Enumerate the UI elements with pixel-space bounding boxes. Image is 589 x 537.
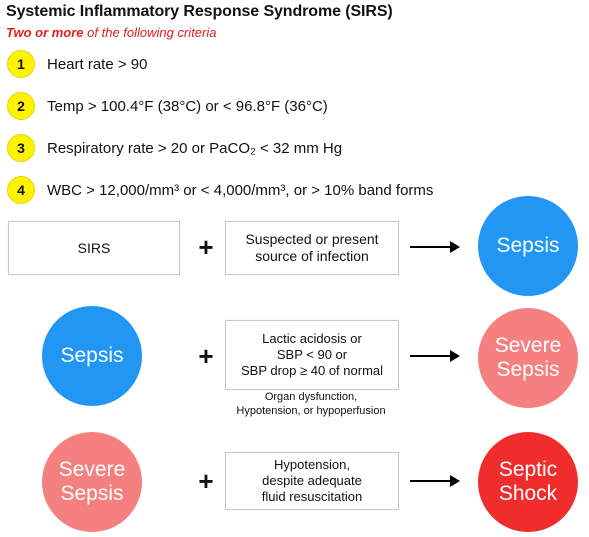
criterion-text: Heart rate > 90 [47, 55, 148, 73]
arrow-right-icon [410, 350, 460, 362]
note-line: Organ dysfunction, [264, 391, 358, 403]
hypotension-line: Hypotension, [274, 457, 350, 472]
sirs-label: SIRS [77, 239, 111, 256]
hypotension-line: fluid resuscitation [261, 489, 363, 504]
criterion-line: Lactic acidosis or [262, 331, 362, 346]
number-badge: 2 [7, 92, 35, 120]
sepsis-result-circle: Sepsis [478, 196, 578, 296]
number-badge: 1 [7, 50, 35, 78]
arrow-right-icon [410, 241, 460, 253]
subtitle-emphasis: Two or more [6, 25, 84, 40]
criterion-line: SBP drop ≥ 40 of normal [240, 363, 384, 378]
infection-line: source of infection [255, 248, 369, 264]
plus-sign: + [198, 466, 214, 496]
sepsis-result-label: Sepsis [496, 234, 560, 257]
result-line: Shock [498, 482, 558, 505]
criterion-2: 2 Temp > 100.4°F (38°C) or < 96.8°F (36°… [7, 92, 328, 120]
infection-line: Suspected or present [245, 231, 379, 247]
organ-dysfunction-note: Organ dysfunction, Hypotension, or hypop… [216, 390, 406, 418]
criterion-line: SBP < 90 or [276, 347, 348, 362]
severe-sepsis-circle: Severe Sepsis [42, 432, 142, 532]
plus-sign: + [198, 341, 214, 371]
infection-box: Suspected or present source of infection [225, 221, 399, 275]
criterion-3: 3 Respiratory rate > 20 or PaCO₂ < 32 mm… [7, 134, 342, 162]
hypotension-box: Hypotension, despite adequate fluid resu… [225, 452, 399, 510]
subtitle-rest: of the following criteria [83, 25, 217, 40]
arrow-right-icon [410, 475, 460, 487]
page-title: Systemic Inflammatory Response Syndrome … [6, 3, 393, 20]
sirs-box: SIRS [8, 221, 180, 275]
number-badge: 4 [7, 176, 35, 204]
criterion-text: WBC > 12,000/mm³ or < 4,000/mm³, or > 10… [47, 181, 434, 199]
severe-sepsis-line: Severe [58, 458, 126, 481]
note-line: Hypotension, or hypoperfusion [236, 405, 386, 417]
criterion-4: 4 WBC > 12,000/mm³ or < 4,000/mm³, or > … [7, 176, 433, 204]
severe-sepsis-line: Sepsis [60, 482, 124, 505]
result-line: Sepsis [496, 358, 560, 381]
criterion-text: Respiratory rate > 20 or PaCO₂ < 32 mm H… [47, 139, 343, 157]
septic-shock-result-circle: Septic Shock [478, 432, 578, 532]
criterion-1: 1 Heart rate > 90 [7, 50, 147, 78]
sepsis-circle: Sepsis [42, 306, 142, 406]
sepsis-label: Sepsis [60, 344, 124, 367]
lactic-acidosis-box: Lactic acidosis or SBP < 90 or SBP drop … [225, 320, 399, 390]
hypotension-line: despite adequate [262, 473, 362, 488]
result-line: Severe [494, 334, 562, 357]
severe-sepsis-result-circle: Severe Sepsis [478, 308, 578, 408]
result-line: Septic [498, 458, 558, 481]
criterion-text: Temp > 100.4°F (38°C) or < 96.8°F (36°C) [47, 97, 328, 115]
number-badge: 3 [7, 134, 35, 162]
plus-sign: + [198, 232, 214, 262]
subtitle: Two or more of the following criteria [6, 25, 216, 40]
